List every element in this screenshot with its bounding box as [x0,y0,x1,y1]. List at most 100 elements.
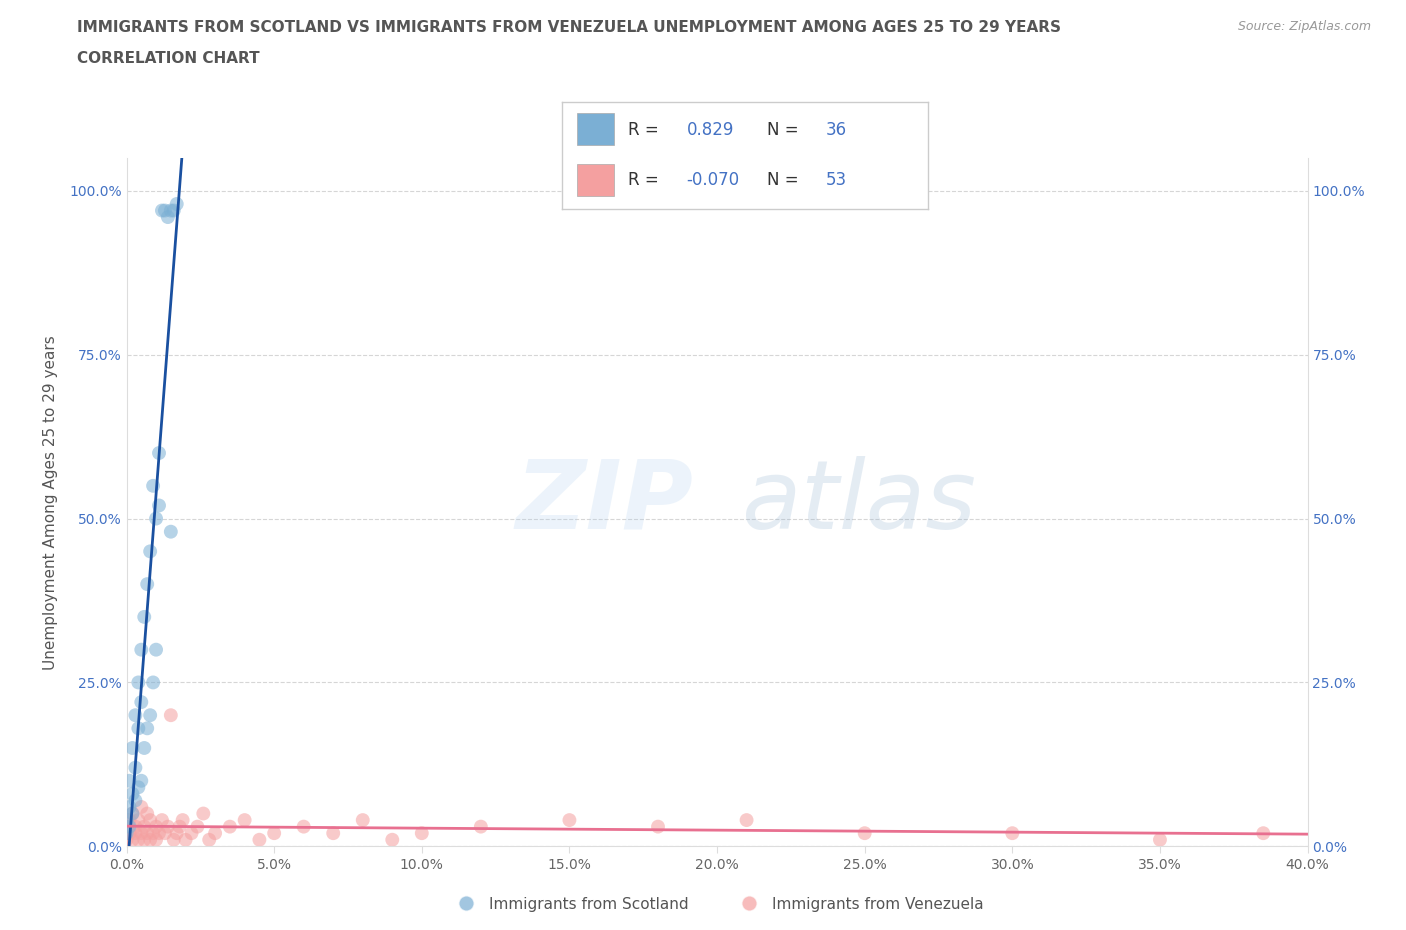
Point [124,819,146,834]
Point [118,800,141,815]
Point [263,826,285,841]
Point [121,740,143,755]
Text: 53: 53 [825,171,846,190]
Point [115,832,138,847]
Point [169,819,191,834]
Point [136,806,159,821]
Point [121,806,143,821]
Point [129,774,153,789]
Point [118,774,141,789]
Text: ZIP: ZIP [516,456,693,549]
Point [145,832,167,847]
Point [127,832,149,847]
Point [142,675,165,690]
Point [1149,832,1171,847]
Point [150,813,173,828]
Point [148,445,170,460]
Point [142,478,165,493]
Text: CORRELATION CHART: CORRELATION CHART [77,51,260,66]
Point [174,832,197,847]
Point [124,826,146,841]
Point [127,813,149,828]
Point [127,780,149,795]
Text: -0.070: -0.070 [686,171,740,190]
Point [124,708,146,723]
Point [115,813,138,828]
Text: R =: R = [628,121,664,139]
Point [142,826,165,841]
Point [204,826,226,841]
Point [159,203,183,218]
Text: 36: 36 [825,121,846,139]
Point [134,740,156,755]
Point [1001,826,1024,841]
Y-axis label: Unemployment Among Ages 25 to 29 years: Unemployment Among Ages 25 to 29 years [44,335,58,670]
Point [148,826,170,841]
Point [139,544,162,559]
Point [118,826,141,841]
Point [129,826,153,841]
Point [121,806,143,821]
Point [134,609,156,624]
Point [134,832,156,847]
Text: R =: R = [628,171,664,190]
Legend: Immigrants from Scotland, Immigrants from Venezuela: Immigrants from Scotland, Immigrants fro… [444,891,990,918]
Point [136,826,159,841]
Point [124,793,146,808]
Point [153,203,176,218]
Point [166,826,188,841]
Point [163,832,186,847]
Text: atlas: atlas [741,456,976,549]
Point [166,196,188,211]
Point [163,203,186,218]
Point [233,813,256,828]
Point [411,826,433,841]
Point [124,760,146,775]
Point [219,819,242,834]
Point [159,525,183,539]
Point [129,695,153,710]
Point [193,806,215,821]
Point [121,787,143,802]
Point [129,643,153,658]
Point [150,203,173,218]
Point [145,819,167,834]
Point [292,819,315,834]
Text: N =: N = [768,171,804,190]
Point [115,826,138,841]
Point [139,813,162,828]
Point [145,512,167,526]
Point [136,577,159,591]
Point [159,708,183,723]
Text: Source: ZipAtlas.com: Source: ZipAtlas.com [1237,20,1371,33]
Point [198,832,221,847]
Point [145,643,167,658]
Point [558,813,581,828]
Point [118,819,141,834]
Point [156,209,179,224]
Text: N =: N = [768,121,804,139]
Text: 0.829: 0.829 [686,121,734,139]
Point [322,826,344,841]
Point [186,819,208,834]
Bar [576,165,613,196]
Point [139,832,162,847]
Point [148,498,170,513]
Point [735,813,758,828]
Point [134,819,156,834]
Point [115,819,138,834]
Point [118,813,141,828]
Point [121,832,143,847]
Point [153,826,176,841]
Point [470,819,492,834]
Point [1251,826,1274,841]
Point [381,832,404,847]
Point [853,826,876,841]
Point [156,819,179,834]
Point [247,832,270,847]
Point [136,721,159,736]
Point [172,813,194,828]
Point [180,826,202,841]
Point [139,708,162,723]
Point [129,800,153,815]
